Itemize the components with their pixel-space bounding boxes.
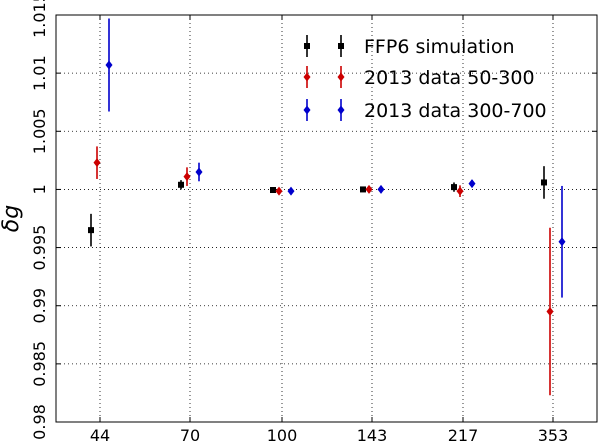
series-1: [93, 146, 554, 396]
y-tick-label: 1.005: [30, 108, 49, 154]
x-tick-label: 353: [538, 426, 569, 444]
y-tick-label: 1: [30, 184, 49, 194]
label-layer: 0.98 0.985 0.99 0.995 1 1.005 1.01 1.015 44 70 100…: [0, 0, 568, 444]
data-point: [451, 184, 457, 191]
data-point: [365, 184, 373, 194]
legend-label: FFP6 simulation: [364, 36, 515, 58]
legend-marker: [303, 105, 311, 115]
x-tick-label: 44: [90, 426, 110, 444]
y-tick-label: 0.99: [30, 288, 49, 324]
x-tick-label: 100: [267, 426, 298, 444]
plot-background: [56, 15, 597, 422]
data-point: [88, 227, 94, 234]
legend-entry-2: 2013 data 300-700: [303, 99, 547, 122]
series-2: [105, 18, 566, 298]
data-point: [468, 179, 476, 189]
data-point: [546, 307, 554, 317]
y-tick-label: 0.98: [30, 404, 49, 440]
legend-marker: [338, 43, 344, 49]
y-tick-label: 0.995: [30, 225, 49, 271]
data-point: [541, 179, 547, 186]
x-tick-label: 143: [357, 426, 388, 444]
x-tick-label: 217: [448, 426, 479, 444]
y-tick-label: 1.01: [30, 55, 49, 91]
legend-marker: [304, 43, 310, 49]
legend-label: 2013 data 300-700: [364, 100, 547, 122]
series-0: [88, 166, 547, 247]
data-point: [456, 186, 464, 196]
series-layer: [88, 18, 566, 396]
legend-marker: [303, 72, 311, 82]
data-point: [377, 184, 385, 194]
legend-entry-0: FFP6 simulation: [304, 35, 515, 58]
plot-frame: [55, 14, 598, 423]
data-point: [270, 187, 276, 194]
data-point: [558, 237, 566, 247]
legend-entry-1: 2013 data 50-300: [303, 66, 535, 89]
data-point: [287, 186, 295, 196]
data-point: [183, 172, 191, 182]
y-tick-label: 0.985: [30, 341, 49, 387]
y-axis-label: δg: [0, 205, 24, 232]
legend-marker: [337, 105, 345, 115]
data-point: [105, 60, 113, 70]
legend-marker: [337, 72, 345, 82]
data-point: [93, 158, 101, 168]
data-point: [195, 167, 203, 177]
data-point: [178, 181, 184, 188]
data-point: [360, 186, 366, 193]
x-tick-label: 70: [180, 426, 200, 444]
data-point: [275, 186, 283, 196]
legend-label: 2013 data 50-300: [364, 67, 535, 89]
legend: FFP6 simulation 2013 data 50-300 2013 data…: [303, 35, 547, 122]
y-tick-label: 1.015: [30, 0, 49, 38]
